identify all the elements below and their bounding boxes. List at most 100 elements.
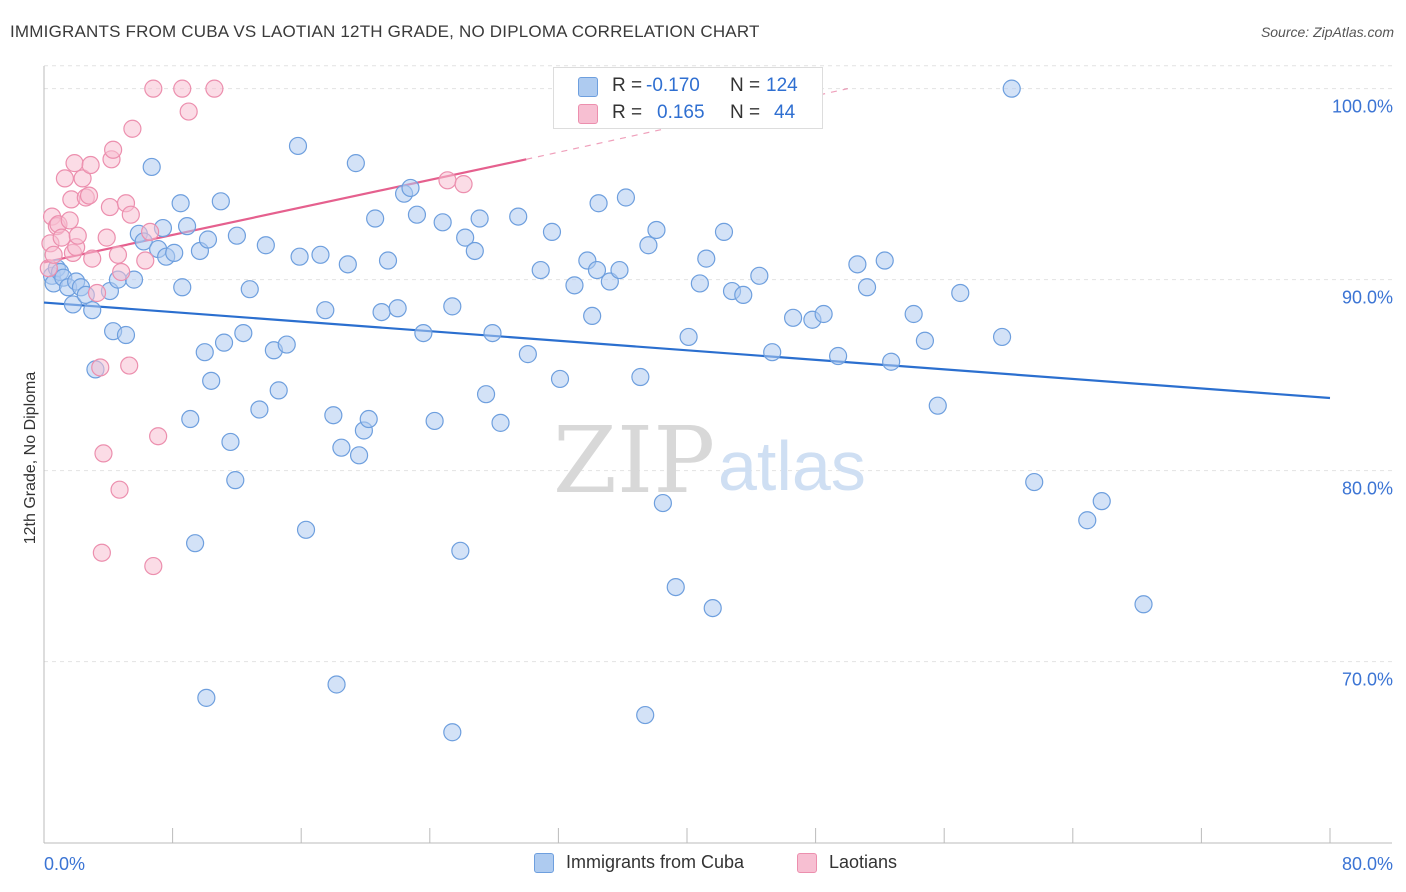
point-cuba	[509, 207, 528, 226]
point-cuba	[518, 345, 537, 364]
point-cuba	[610, 260, 629, 280]
point-cuba	[214, 333, 234, 352]
point-cuba	[631, 367, 650, 387]
x-tick-label-min: 0.0%	[44, 854, 85, 874]
x-tick-label-max: 80.0%	[1342, 854, 1393, 874]
point-cuba	[483, 323, 502, 343]
point-cuba	[198, 230, 218, 249]
point-laotian	[454, 175, 473, 194]
stats-legend: R = -0.170 N = 124 R = 0.165 N = 44	[553, 67, 823, 129]
point-cuba	[875, 251, 894, 270]
point-cuba	[407, 205, 427, 224]
point-laotian	[104, 140, 123, 159]
point-cuba	[221, 432, 240, 452]
point-cuba	[256, 236, 275, 255]
point-cuba	[456, 228, 475, 247]
point-cuba	[296, 520, 316, 539]
point-cuba	[636, 705, 655, 725]
point-laotian	[136, 251, 155, 270]
point-laotian	[87, 283, 107, 303]
point-cuba	[197, 688, 216, 707]
point-laotian	[91, 358, 110, 377]
point-cuba	[848, 255, 867, 274]
n-value: 124	[766, 75, 798, 96]
point-laotian	[92, 543, 111, 562]
point-cuba	[425, 411, 444, 431]
r-value: -0.170	[646, 75, 700, 96]
point-cuba	[250, 400, 269, 419]
point-cuba	[359, 409, 378, 429]
point-cuba	[531, 260, 550, 280]
point-cuba	[750, 266, 769, 285]
point-cuba	[401, 178, 420, 198]
point-cuba	[346, 154, 365, 173]
point-cuba	[290, 247, 309, 266]
point-laotian	[97, 228, 116, 247]
point-cuba	[1025, 472, 1044, 492]
point-laotian	[110, 480, 129, 499]
point-laotian	[173, 79, 192, 98]
point-laotian	[144, 556, 163, 576]
point-cuba	[186, 534, 205, 553]
r-label: R =	[612, 102, 643, 123]
y-tick-label: 90.0%	[1342, 288, 1393, 308]
data-points	[39, 79, 1153, 742]
axes	[43, 66, 1392, 844]
point-laotian	[94, 444, 113, 463]
point-cuba	[202, 371, 221, 390]
point-cuba	[992, 327, 1012, 347]
point-cuba	[565, 276, 584, 295]
point-cuba	[829, 346, 848, 366]
point-cuba	[653, 493, 672, 513]
point-cuba	[316, 301, 335, 320]
point-laotian	[55, 169, 74, 188]
trend-line-cuba	[43, 301, 1331, 400]
source-label: Source: ZipAtlas.com	[1260, 24, 1394, 40]
point-cuba	[583, 306, 602, 326]
point-cuba	[783, 308, 803, 327]
point-cuba	[1078, 511, 1097, 530]
point-cuba	[226, 471, 245, 490]
point-cuba	[240, 280, 259, 299]
point-cuba	[666, 577, 685, 597]
point-cuba	[63, 295, 83, 314]
grid-lines	[44, 65, 1392, 663]
point-cuba	[639, 236, 658, 255]
point-cuba	[476, 385, 496, 404]
point-cuba	[443, 297, 462, 316]
point-cuba	[388, 299, 407, 318]
point-cuba	[714, 222, 734, 241]
n-value: 44	[774, 102, 796, 123]
point-cuba	[915, 331, 935, 350]
point-cuba	[679, 327, 698, 347]
point-laotian	[123, 119, 142, 138]
point-cuba	[173, 278, 192, 297]
y-tick-label: 100.0%	[1332, 97, 1393, 117]
point-cuba	[550, 369, 570, 389]
point-cuba	[327, 675, 346, 694]
point-cuba	[269, 381, 288, 400]
point-laotian	[120, 356, 139, 375]
point-cuba	[542, 222, 562, 241]
point-cuba	[589, 194, 608, 213]
point-cuba	[338, 255, 357, 274]
n-label: N =	[730, 102, 761, 123]
point-cuba	[277, 335, 296, 354]
point-cuba	[647, 220, 666, 240]
point-laotian	[52, 228, 71, 247]
point-cuba	[1092, 492, 1111, 511]
legend-swatch-laotians	[797, 853, 817, 873]
point-cuba	[814, 304, 833, 324]
point-cuba	[491, 413, 510, 432]
point-cuba	[1002, 79, 1021, 98]
point-cuba	[116, 325, 136, 345]
point-cuba	[951, 283, 970, 303]
legend-swatch-laotians	[578, 104, 598, 124]
point-cuba	[443, 723, 462, 742]
point-cuba	[857, 278, 877, 297]
point-cuba	[181, 409, 200, 429]
point-laotian	[79, 186, 99, 205]
watermark-atlas: atlas	[718, 427, 866, 505]
point-cuba	[928, 396, 947, 415]
